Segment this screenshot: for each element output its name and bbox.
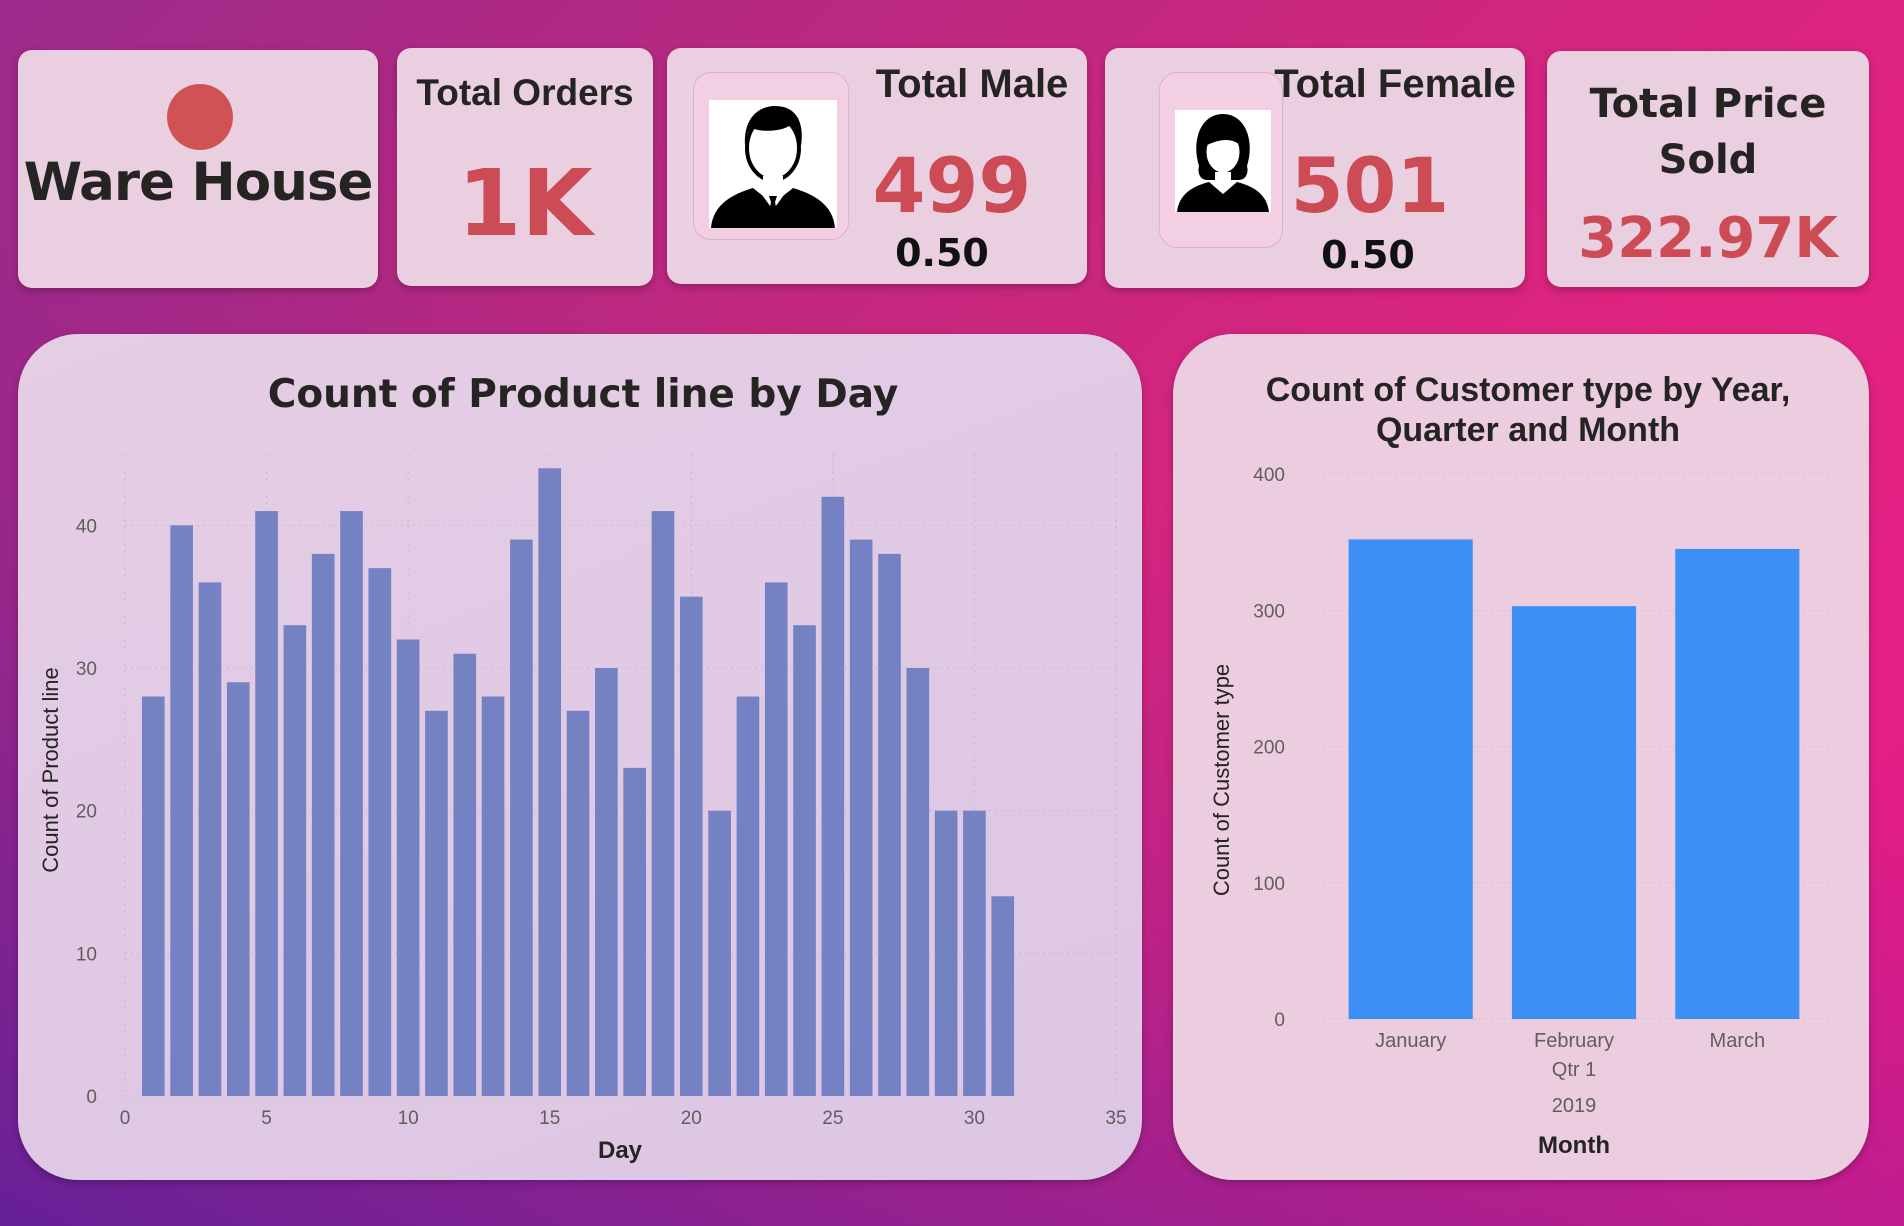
customer-type-chart-title: Count of Customer type by Year, Quarter … <box>1265 371 1791 449</box>
bar-day-15 <box>538 468 562 1096</box>
y-tick-label: 200 <box>1253 738 1285 759</box>
bar-day-7 <box>311 553 335 1096</box>
total-male-ratio: 0.50 <box>895 231 989 275</box>
y-tick-label: 400 <box>1253 465 1285 486</box>
bar-day-24 <box>793 625 816 1096</box>
bar-day-30 <box>963 810 986 1096</box>
bar-day-29 <box>934 810 958 1096</box>
bar-day-17 <box>595 668 618 1096</box>
y-tick-label: 0 <box>1274 1010 1285 1031</box>
y-axis-label: Count of Product line <box>38 667 63 872</box>
total-female-value: 501 <box>1290 141 1450 230</box>
male-avatar-icon <box>709 100 837 228</box>
bar-day-12 <box>453 653 477 1096</box>
bar-day-23 <box>764 582 788 1096</box>
bar-day-20 <box>679 596 703 1096</box>
bar-day-5 <box>255 511 278 1096</box>
customer-type-bar-chart: 0 100 200 300 400 January February March Qtr 1 20… <box>1209 465 1837 1159</box>
x-tick-label: 20 <box>681 1108 702 1129</box>
total-price-label-line2: Sold <box>1658 137 1758 183</box>
total-price-card: Total Price Sold 322.97K <box>1547 51 1869 287</box>
y-axis-label: Count of Customer type <box>1209 664 1234 896</box>
y-tick-label: 100 <box>1253 874 1285 895</box>
total-female-label: Total Female <box>1274 62 1516 106</box>
bar-day-2 <box>170 525 193 1096</box>
bar-day-28 <box>906 668 930 1096</box>
y-tick-label: 40 <box>76 516 97 537</box>
bar-february <box>1511 606 1637 1019</box>
y-tick-label: 300 <box>1253 601 1285 622</box>
x-tick-label: 5 <box>261 1108 272 1129</box>
bar-day-9 <box>368 568 392 1096</box>
total-male-card: Total Male 499 0.50 <box>667 48 1087 284</box>
total-orders-label: Total Orders <box>416 72 634 113</box>
product-line-chart-card: Count of Product line by Day 0 10 20 30 40 0 5… <box>18 334 1142 1180</box>
y-tick-label: 20 <box>76 802 97 823</box>
x-tick-label: February <box>1534 1030 1614 1052</box>
total-female-card: Total Female 501 0.50 <box>1105 48 1525 288</box>
y-tick-label: 30 <box>76 659 97 680</box>
bar-day-11 <box>425 710 448 1096</box>
bar-day-3 <box>198 582 222 1096</box>
bar-day-18 <box>623 767 646 1096</box>
x-tick-label: January <box>1375 1030 1446 1052</box>
warehouse-logo-dot <box>167 84 233 150</box>
x-axis-label: Day <box>598 1137 643 1164</box>
product-line-bar-chart: 0 10 20 30 40 0 5 10 15 20 25 30 35 Day Count of Produ… <box>38 454 1127 1164</box>
total-male-value: 499 <box>872 141 1032 230</box>
bar-day-1 <box>141 696 165 1096</box>
x-tick-label: March <box>1710 1030 1766 1052</box>
bar-day-14 <box>510 539 533 1096</box>
bar-day-16 <box>566 710 590 1096</box>
bar-day-27 <box>878 553 901 1096</box>
y-tick-label: 10 <box>76 944 97 965</box>
bar-day-21 <box>708 810 731 1096</box>
x-tick-label: 10 <box>398 1108 419 1129</box>
x-tick-label: 30 <box>964 1108 985 1129</box>
bar-day-4 <box>226 682 250 1096</box>
total-price-value: 322.97K <box>1578 206 1838 271</box>
bar-day-22 <box>736 696 760 1096</box>
bar-day-8 <box>340 511 363 1096</box>
bar-january <box>1348 539 1473 1019</box>
y-tick-label: 0 <box>86 1087 97 1108</box>
bar-day-31 <box>991 896 1015 1096</box>
x-axis-label: Month <box>1538 1132 1610 1159</box>
x-tick-label: 35 <box>1105 1108 1126 1129</box>
customer-type-chart-card: Count of Customer type by Year, Quarter … <box>1173 334 1869 1180</box>
x-tick-label: 15 <box>539 1108 560 1129</box>
total-female-ratio: 0.50 <box>1321 233 1415 277</box>
product-line-chart-title: Count of Product line by Day <box>267 372 899 417</box>
total-male-label: Total Male <box>875 62 1069 106</box>
bar-day-26 <box>849 539 873 1096</box>
warehouse-title: Ware House <box>23 152 374 213</box>
bar-day-13 <box>481 696 505 1096</box>
total-orders-value: 1K <box>457 150 593 257</box>
total-orders-card: Total Orders 1K <box>397 48 653 286</box>
year-label: 2019 <box>1552 1095 1597 1117</box>
female-avatar-icon <box>1175 110 1271 212</box>
total-price-label-line1: Total Price <box>1589 81 1827 127</box>
x-tick-label: 0 <box>120 1108 131 1129</box>
bar-day-10 <box>396 639 420 1096</box>
quarter-label: Qtr 1 <box>1552 1059 1596 1081</box>
x-tick-label: 25 <box>822 1108 843 1129</box>
warehouse-card: Ware House <box>18 50 378 288</box>
bar-day-25 <box>821 496 845 1096</box>
bar-day-6 <box>283 625 307 1096</box>
bar-day-19 <box>651 511 675 1096</box>
bar-march <box>1675 548 1800 1019</box>
